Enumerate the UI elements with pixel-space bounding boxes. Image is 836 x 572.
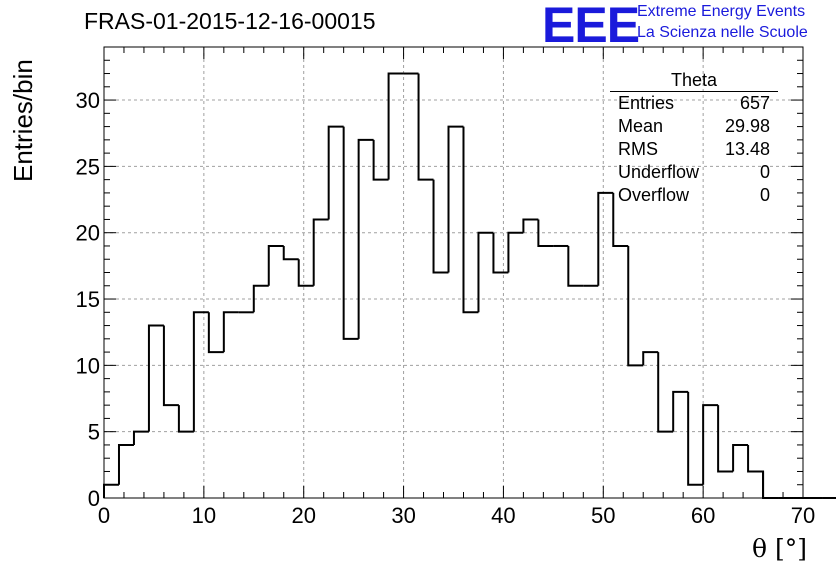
histogram-bin xyxy=(282,245,299,261)
histogram-bin xyxy=(432,179,449,274)
histogram-bin xyxy=(642,351,659,366)
x-axis-label: θ [°] xyxy=(752,534,808,563)
histogram-bin xyxy=(267,244,284,286)
stats-value: 0 xyxy=(759,185,770,205)
histogram-bin xyxy=(447,125,464,273)
histogram-bin xyxy=(507,231,524,273)
stats-value: 657 xyxy=(739,93,770,113)
y-tick-label: 10 xyxy=(76,353,100,378)
y-tick-label: 5 xyxy=(88,420,100,445)
stats-value: 13.48 xyxy=(724,139,770,159)
y-tick-label: 20 xyxy=(76,221,100,246)
x-tick-label: 0 xyxy=(98,503,110,528)
histogram-bin xyxy=(162,325,179,407)
stats-label: Mean xyxy=(618,116,664,136)
histogram-bin xyxy=(492,232,509,274)
histogram-bin xyxy=(747,444,765,498)
stats-row-entries: Entries 657 xyxy=(610,92,778,115)
eee-logo: EEE xyxy=(542,0,640,53)
histogram-bin xyxy=(252,284,269,313)
histogram-bin xyxy=(132,430,149,445)
y-tick-label: 30 xyxy=(76,88,100,113)
histogram-bin xyxy=(522,218,539,233)
histogram-bin xyxy=(477,231,494,313)
y-tick-label: 0 xyxy=(88,486,100,511)
x-tick-label: 70 xyxy=(791,503,815,528)
histogram-bin xyxy=(702,404,719,485)
stats-row-mean: Mean 29.98 xyxy=(610,115,778,138)
histogram-bin xyxy=(177,405,194,433)
stats-value: 29.98 xyxy=(724,116,770,136)
stats-box: Theta Entries 657 Mean 29.98 RMS 13.48 U… xyxy=(610,70,778,207)
histogram-bin xyxy=(387,72,404,180)
y-axis-label: Entries/bin xyxy=(8,59,38,182)
stats-label: RMS xyxy=(618,139,658,159)
histogram-bin xyxy=(627,245,644,367)
histogram-bin xyxy=(717,405,734,473)
histogram-bin xyxy=(462,126,479,314)
stats-row-underflow: Underflow 0 xyxy=(610,161,778,184)
stats-label: Entries xyxy=(618,93,675,113)
y-tick-label: 25 xyxy=(76,154,100,179)
stats-label: Underflow xyxy=(618,162,700,182)
histogram-bin xyxy=(657,352,674,433)
histogram-bin xyxy=(567,245,584,287)
histogram-bin xyxy=(192,311,209,432)
run-title: FRAS-01-2015-12-16-00015 xyxy=(84,8,376,34)
histogram-bin xyxy=(732,443,749,472)
histogram-bin xyxy=(372,139,389,181)
x-tick-label: 60 xyxy=(691,503,715,528)
x-tick-label: 50 xyxy=(591,503,615,528)
x-tick-label: 30 xyxy=(391,503,415,528)
stats-title: Theta xyxy=(610,70,778,92)
eee-subtitle-line1: Extreme Energy Events xyxy=(637,3,806,20)
histogram-bin xyxy=(117,443,134,485)
stats-row-rms: RMS 13.48 xyxy=(610,138,778,161)
histogram-bin xyxy=(612,192,629,247)
histogram-bin xyxy=(417,73,434,181)
x-tick-label: 20 xyxy=(291,503,315,528)
histogram-bin xyxy=(762,471,779,499)
histogram-bin xyxy=(297,259,314,287)
eee-subtitle-line2: La Scienza nelle Scuole xyxy=(637,24,808,41)
stats-value: 0 xyxy=(759,162,770,182)
stats-row-overflow: Overflow 0 xyxy=(610,184,778,207)
histogram-bin xyxy=(312,218,329,286)
histogram-bin xyxy=(147,324,164,432)
histogram-bin xyxy=(537,219,554,247)
histogram-bin xyxy=(207,312,224,354)
histogram-bin xyxy=(687,391,704,486)
histogram-bin xyxy=(327,125,344,220)
histogram-bin xyxy=(103,483,119,498)
histogram-bin xyxy=(357,138,374,339)
x-tick-label: 40 xyxy=(491,503,515,528)
histogram-bin xyxy=(222,311,239,353)
histogram-bin xyxy=(672,390,689,432)
histogram-bin xyxy=(342,126,359,340)
histogram-bin xyxy=(597,191,614,286)
y-tick-label: 15 xyxy=(76,287,100,312)
x-tick-label: 10 xyxy=(192,503,216,528)
stats-label: Overflow xyxy=(618,185,690,205)
